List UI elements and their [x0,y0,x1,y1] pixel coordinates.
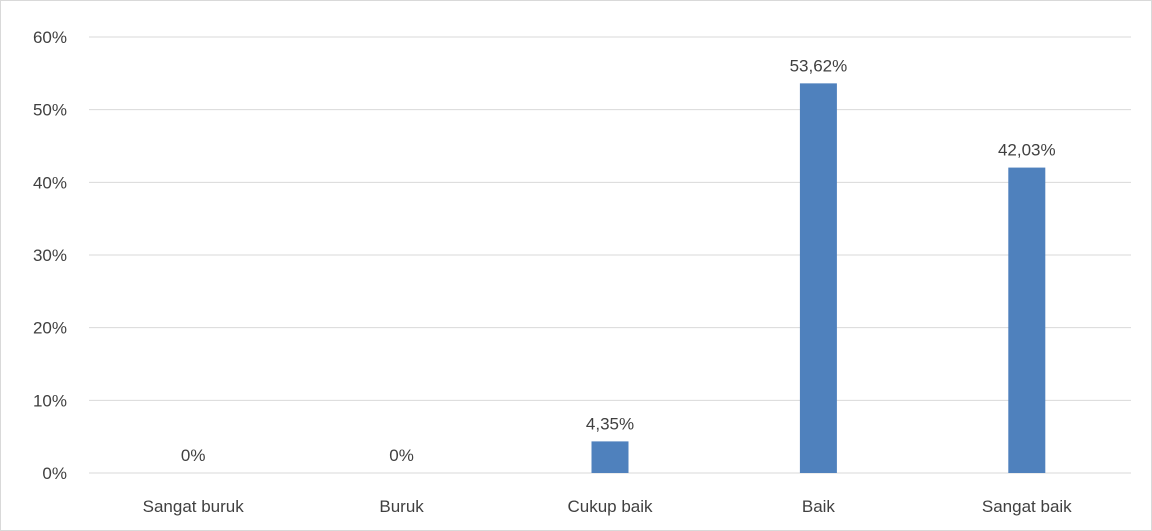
category-label: Sangat baik [982,497,1072,516]
y-tick-label: 50% [33,101,67,120]
category-label: Baik [802,497,836,516]
data-label: 0% [389,446,414,465]
bar [799,83,837,474]
data-label: 53,62% [790,56,848,75]
bar [1008,167,1046,473]
category-label: Cukup baik [567,497,653,516]
bars [591,83,1046,474]
y-tick-label: 0% [42,464,67,483]
data-label: 4,35% [586,414,634,433]
bar [591,441,629,473]
y-tick-label: 20% [33,319,67,338]
x-axis-categories: Sangat buruk Buruk Cukup baik Baik Sangat ba… [143,497,1073,516]
data-labels: 0% 0% 4,35% 53,62% 42,03% [181,56,1056,465]
y-tick-label: 30% [33,246,67,265]
y-tick-label: 10% [33,391,67,410]
y-tick-label: 60% [33,28,67,47]
gridlines [89,36,1131,474]
y-axis-ticks: 0% 10% 20% 30% 40% 50% 60% [33,28,67,483]
category-label: Sangat buruk [143,497,245,516]
data-label: 42,03% [998,141,1056,160]
data-label: 0% [181,446,206,465]
y-tick-label: 40% [33,173,67,192]
category-label: Buruk [379,497,424,516]
